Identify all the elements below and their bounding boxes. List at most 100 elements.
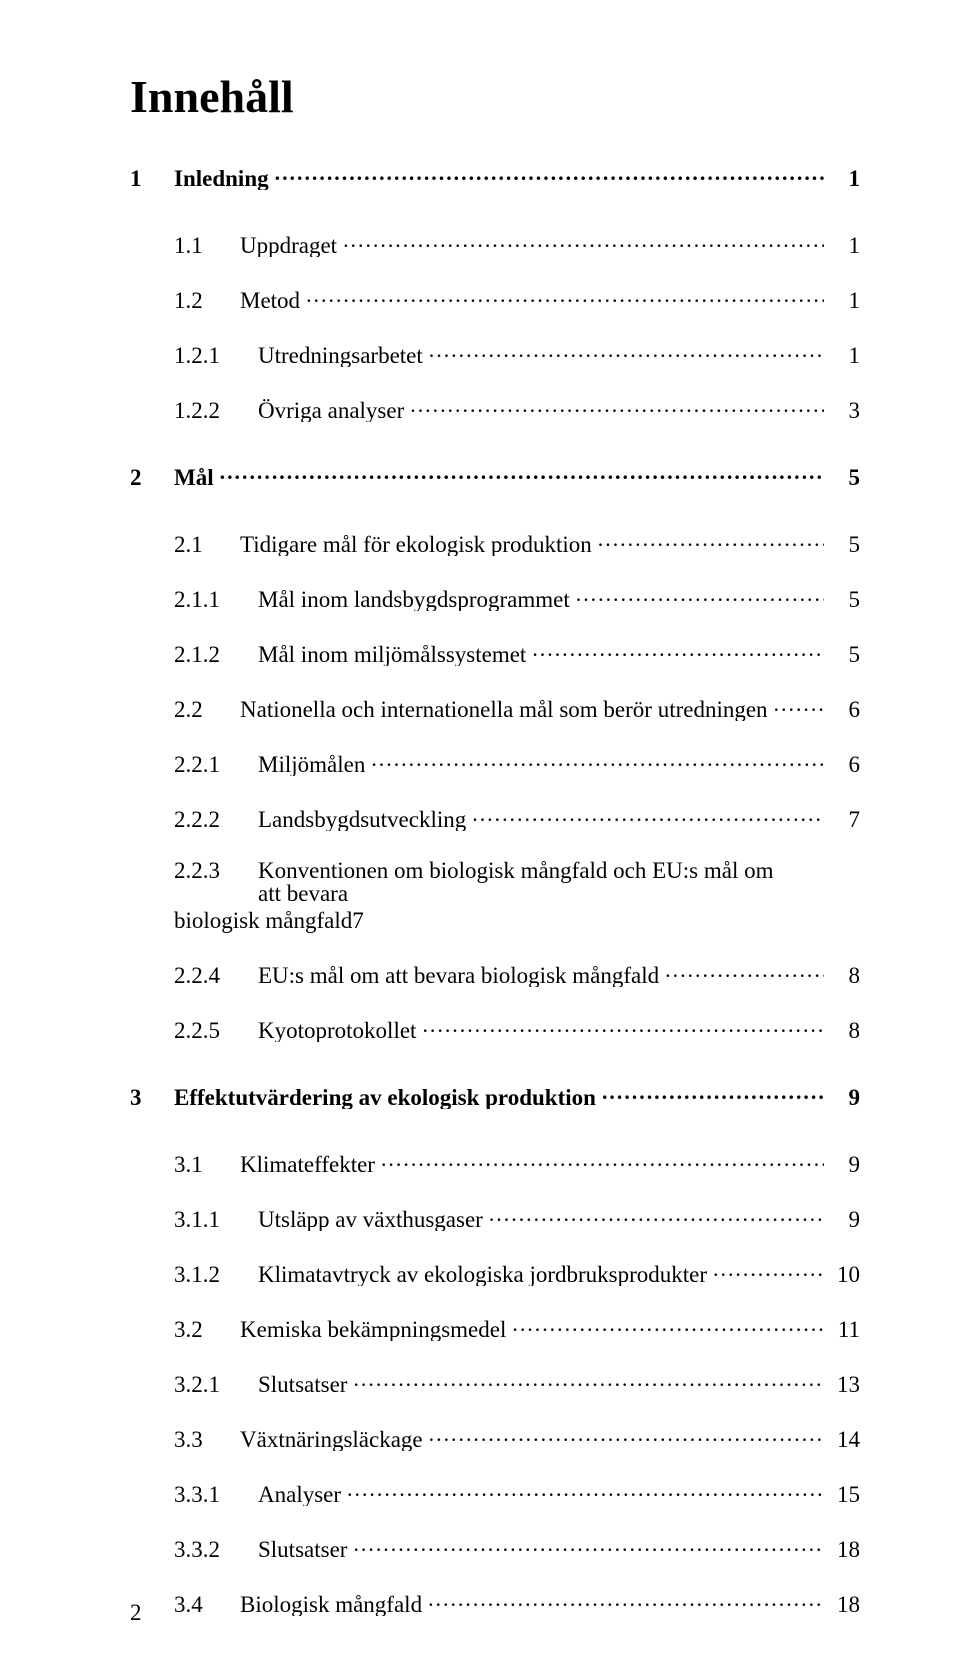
toc-entry-page: 8 [830, 1019, 860, 1042]
toc-entry-page: 7 [830, 808, 860, 831]
toc-entry-number: 2.2.1 [174, 753, 258, 776]
toc-entry-label: Tidigare mål för ekologisk produktion [240, 533, 592, 556]
toc-entry-label: Växtnäringsläckage [240, 1428, 423, 1451]
toc-entry-label: Övriga analyser [258, 399, 404, 422]
toc-entry-label: Inledning [174, 167, 269, 190]
toc-entry-page: 10 [830, 1263, 860, 1286]
toc-entry-number: 1.2 [174, 289, 240, 312]
toc-leader-dots [429, 340, 824, 363]
toc-entry-page: 9 [830, 1086, 860, 1109]
toc-entry-page: 14 [830, 1428, 860, 1451]
toc-leader-dots [353, 1369, 824, 1392]
toc-leader-dots [275, 163, 824, 186]
toc-entry-label: biologisk mångfald [174, 909, 352, 932]
toc-entry-label: Mål inom miljömålssystemet [258, 643, 526, 666]
toc-entry-number: 2.2.2 [174, 808, 258, 831]
toc-entry: 3.1.1Utsläpp av växthusgaser9 [130, 1204, 860, 1231]
page-number: 2 [130, 1600, 142, 1626]
toc-entry: 2.1Tidigare mål för ekologisk produktion… [130, 529, 860, 556]
toc-entry: 1.2.2Övriga analyser 3 [130, 395, 860, 422]
toc-entry: 2.2.4EU:s mål om att bevara biologisk må… [130, 960, 860, 987]
toc-leader-dots [220, 462, 824, 485]
toc-entry-page: 1 [830, 344, 860, 367]
toc-entry-label: Analyser [258, 1483, 341, 1506]
toc-leader-dots [489, 1204, 824, 1227]
toc-entry-number: 2 [130, 466, 174, 489]
toc-leader-dots [306, 285, 824, 308]
toc-entry-label: Landsbygdsutveckling [258, 808, 466, 831]
toc-leader-dots [410, 395, 824, 418]
toc-entry-page: 3 [830, 399, 860, 422]
toc-entry: 2Mål5 [130, 462, 860, 489]
toc-entry: 2.2.3Konventionen om biologisk mångfald … [130, 859, 860, 932]
toc-entry: 3.1.2Klimatavtryck av ekologiska jordbru… [130, 1259, 860, 1286]
toc-leader-dots [598, 529, 824, 552]
toc-entry-label: Slutsatser [258, 1373, 347, 1396]
toc-leader-dots [472, 804, 824, 827]
toc-entry: 3.2Kemiska bekämpningsmedel11 [130, 1314, 860, 1341]
toc-entry-label: Effektutvärdering av ekologisk produktio… [174, 1086, 596, 1109]
toc-entry-number: 2.2.4 [174, 964, 258, 987]
toc-entry-number: 2.1.2 [174, 643, 258, 666]
toc-leader-dots [428, 1589, 824, 1612]
table-of-contents: 1Inledning11.1Uppdraget11.2Metod11.2.1Ut… [130, 163, 860, 1616]
toc-entry: 1.2.1Utredningsarbetet1 [130, 340, 860, 367]
toc-entry-number: 3.1.2 [174, 1263, 258, 1286]
toc-entry-number: 3.2 [174, 1318, 240, 1341]
toc-entry: 3.1Klimateffekter9 [130, 1149, 860, 1176]
toc-entry-label: Utsläpp av växthusgaser [258, 1208, 483, 1231]
toc-entry-label: Miljömålen [258, 753, 365, 776]
toc-entry-number: 3.1 [174, 1153, 240, 1176]
toc-entry-page: 6 [830, 753, 860, 776]
toc-leader-dots [774, 694, 824, 717]
toc-leader-dots [665, 960, 824, 983]
toc-leader-dots [343, 230, 824, 253]
toc-entry-label: Uppdraget [240, 234, 337, 257]
toc-entry-page: 18 [830, 1538, 860, 1561]
toc-entry-page: 5 [830, 466, 860, 489]
toc-entry: 2.2.5Kyotoprotokollet 8 [130, 1015, 860, 1042]
toc-entry-label: Kyotoprotokollet [258, 1019, 416, 1042]
toc-entry-page: 5 [830, 588, 860, 611]
toc-entry-number: 3 [130, 1086, 174, 1109]
toc-entry-number: 3.3.1 [174, 1483, 258, 1506]
toc-entry: 3.3Växtnäringsläckage14 [130, 1424, 860, 1451]
toc-entry-number: 2.1 [174, 533, 240, 556]
toc-entry-page: 13 [830, 1373, 860, 1396]
toc-entry-label: Nationella och internationella mål som b… [240, 698, 768, 721]
toc-leader-dots [602, 1082, 824, 1105]
toc-entry-number: 3.1.1 [174, 1208, 258, 1231]
toc-leader-dots [532, 639, 824, 662]
toc-entry-number: 2.2.3 [174, 859, 258, 882]
toc-entry-number: 2.2.5 [174, 1019, 258, 1042]
toc-entry-page: 15 [830, 1483, 860, 1506]
toc-entry: 2.2.2Landsbygdsutveckling 7 [130, 804, 860, 831]
toc-leader-dots [713, 1259, 824, 1282]
toc-entry-page: 1 [830, 289, 860, 312]
toc-leader-dots [371, 749, 824, 772]
toc-entry-page: 1 [830, 234, 860, 257]
toc-leader-dots [422, 1015, 824, 1038]
toc-entry-label: Kemiska bekämpningsmedel [240, 1318, 506, 1341]
toc-entry-page: 8 [830, 964, 860, 987]
toc-entry: 3.2.1Slutsatser13 [130, 1369, 860, 1396]
toc-entry-label: Konventionen om biologisk mångfald och E… [258, 859, 778, 905]
toc-entry-number: 1 [130, 167, 174, 190]
toc-leader-dots [429, 1424, 824, 1447]
toc-entry: 3.3.2Slutsatser18 [130, 1534, 860, 1561]
toc-leader-dots [347, 1479, 824, 1502]
toc-entry: 3Effektutvärdering av ekologisk produkti… [130, 1082, 860, 1109]
toc-entry: 2.1.1Mål inom landsbygdsprogrammet5 [130, 584, 860, 611]
toc-entry-label: Utredningsarbetet [258, 344, 423, 367]
toc-entry: 1.2Metod 1 [130, 285, 860, 312]
toc-entry-label: Metod [240, 289, 300, 312]
toc-entry: 2.1.2Mål inom miljömålssystemet5 [130, 639, 860, 666]
toc-entry-number: 2.1.1 [174, 588, 258, 611]
toc-leader-dots [353, 1534, 824, 1557]
toc-entry-label: Klimatavtryck av ekologiska jordbrukspro… [258, 1263, 707, 1286]
toc-entry-number: 1.2.2 [174, 399, 258, 422]
toc-entry-number: 1.1 [174, 234, 240, 257]
page-container: Innehåll 1Inledning11.1Uppdraget11.2Meto… [0, 0, 960, 1676]
toc-entry-page: 7 [352, 909, 364, 932]
toc-leader-dots [381, 1149, 824, 1172]
